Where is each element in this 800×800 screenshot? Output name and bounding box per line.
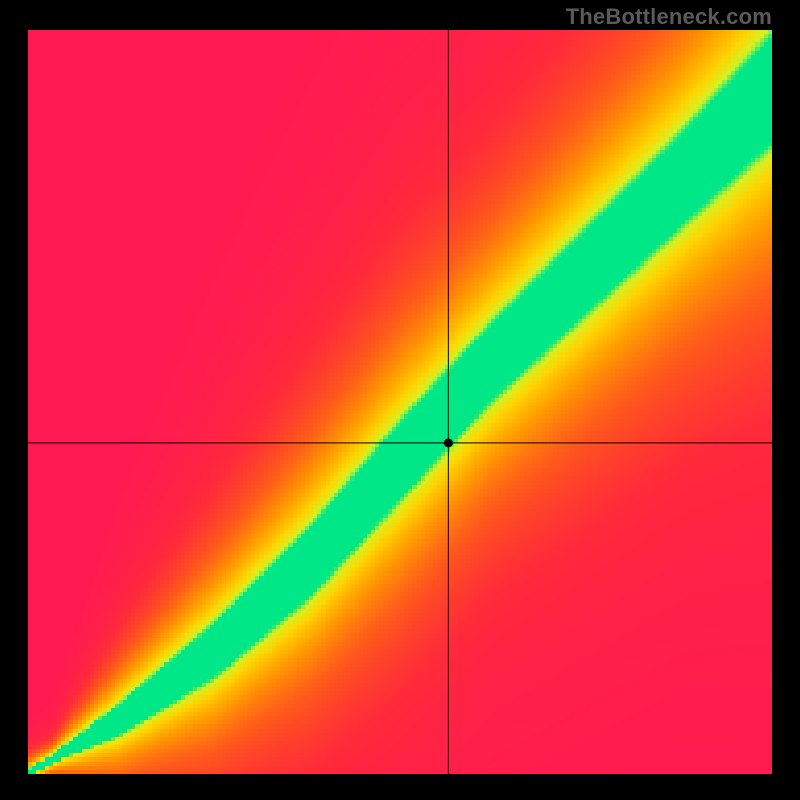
bottleneck-heatmap [0,0,800,800]
chart-container: TheBottleneck.com [0,0,800,800]
watermark-text: TheBottleneck.com [566,4,772,30]
